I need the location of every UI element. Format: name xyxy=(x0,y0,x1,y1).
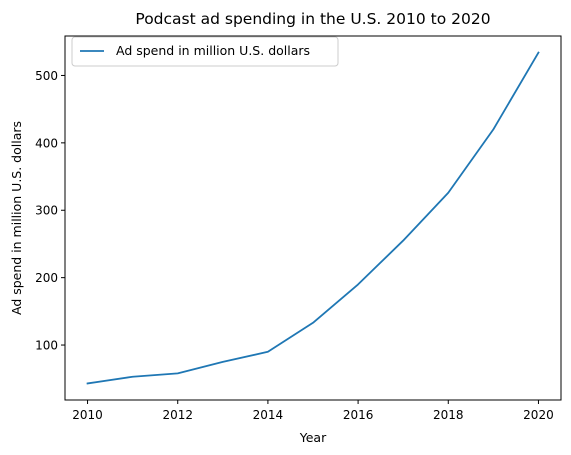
y-tick-label: 100 xyxy=(35,339,58,353)
x-tick-label: 2010 xyxy=(72,408,103,422)
chart-title: Podcast ad spending in the U.S. 2010 to … xyxy=(135,10,490,28)
x-tick-label: 2018 xyxy=(433,408,464,422)
y-tick-label: 300 xyxy=(35,204,58,218)
y-tick-label: 400 xyxy=(35,136,58,150)
legend-label: Ad spend in million U.S. dollars xyxy=(116,43,310,58)
x-tick-label: 2012 xyxy=(162,408,193,422)
x-axis-label: Year xyxy=(299,430,327,445)
y-tick-label: 500 xyxy=(35,69,58,83)
x-tick-label: 2016 xyxy=(343,408,374,422)
y-tick-label: 200 xyxy=(35,271,58,285)
y-axis-label: Ad spend in million U.S. dollars xyxy=(9,121,24,315)
x-tick-label: 2020 xyxy=(523,408,554,422)
x-tick-label: 2014 xyxy=(253,408,284,422)
legend: Ad spend in million U.S. dollars xyxy=(72,37,338,66)
